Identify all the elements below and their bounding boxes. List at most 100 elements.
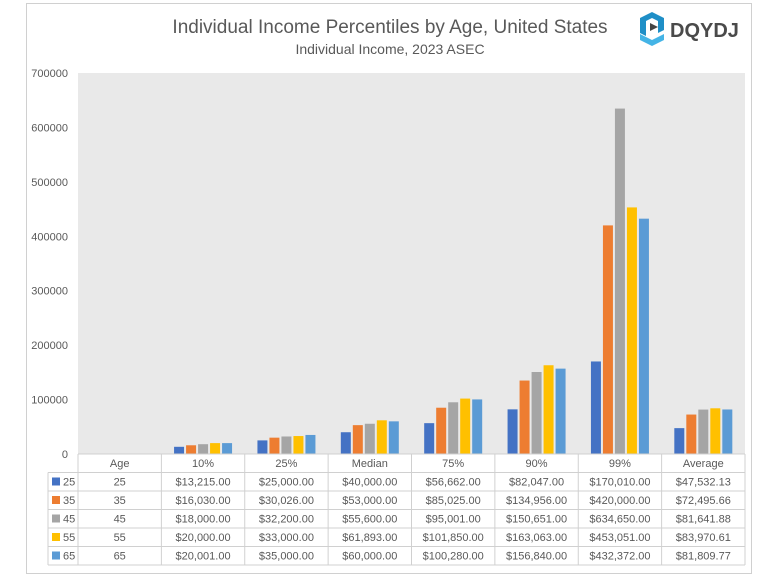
bar-45-Average (698, 409, 709, 454)
y-tick-label: 500000 (31, 177, 68, 189)
category-label: 10% (192, 458, 214, 470)
data-label: $40,000.00 (342, 477, 397, 489)
legend-label: 55 (63, 532, 75, 544)
bar-45-Median (364, 423, 375, 454)
bar-65-75% (472, 399, 483, 454)
bar-25-10% (174, 446, 185, 454)
data-label: $156,840.00 (506, 551, 567, 563)
bar-35-99% (602, 225, 613, 454)
bar-35-Median (352, 425, 363, 454)
data-label: $150,651.00 (506, 514, 567, 526)
bar-45-25% (281, 436, 292, 454)
data-label: $20,001.00 (176, 551, 231, 563)
data-label: $95,001.00 (426, 514, 481, 526)
data-label: $13,215.00 (176, 477, 231, 489)
chart-title: Individual Income Percentiles by Age, Un… (172, 17, 607, 38)
data-label: $16,030.00 (176, 495, 231, 507)
bar-55-99% (626, 207, 637, 454)
bar-35-25% (269, 437, 280, 454)
data-label: $18,000.00 (176, 514, 231, 526)
data-label: $82,047.00 (509, 477, 564, 489)
data-label: $81,809.77 (676, 551, 731, 563)
bar-45-75% (448, 402, 459, 454)
bar-65-99% (638, 218, 649, 454)
legend-label: 45 (63, 514, 75, 526)
bar-25-99% (590, 361, 601, 454)
legend-label: 65 (63, 551, 75, 563)
bar-55-90% (543, 365, 554, 454)
bar-45-90% (531, 372, 542, 454)
data-label: 35 (114, 495, 126, 507)
y-tick-label: 300000 (31, 286, 68, 298)
bar-55-Median (376, 420, 387, 454)
data-label: 25 (114, 477, 126, 489)
bar-65-Median (388, 421, 399, 454)
data-label: $56,662.00 (426, 477, 481, 489)
data-label: $101,850.00 (423, 532, 484, 544)
legend-key-55 (52, 533, 60, 541)
data-label: $163,063.00 (506, 532, 567, 544)
legend-key-65 (52, 551, 60, 560)
data-label: 45 (114, 514, 126, 526)
data-label: $32,200.00 (259, 514, 314, 526)
data-label: 55 (114, 532, 126, 544)
dqydj-logo: DQYDJ (640, 12, 739, 46)
y-tick-label: 400000 (31, 231, 68, 243)
bar-55-10% (210, 443, 221, 454)
bar-65-25% (305, 434, 316, 454)
bar-25-90% (507, 409, 518, 454)
legend-key-35 (52, 496, 60, 504)
bar-65-10% (222, 443, 233, 454)
bar-55-75% (460, 398, 471, 454)
data-label: $53,000.00 (342, 495, 397, 507)
data-label: $420,000.00 (589, 495, 650, 507)
category-label: 90% (526, 458, 548, 470)
bar-65-90% (555, 368, 566, 454)
bar-25-Median (340, 432, 351, 454)
data-label: $634,650.00 (589, 514, 650, 526)
bar-65-Average (722, 409, 733, 454)
bar-25-75% (424, 423, 435, 454)
bar-25-Average (674, 428, 685, 454)
data-label: $72,495.66 (676, 495, 731, 507)
data-label: $432,372.00 (589, 551, 650, 563)
y-tick-label: 0 (62, 449, 68, 461)
chart-frame (26, 3, 752, 574)
data-label: $33,000.00 (259, 532, 314, 544)
data-label: $100,280.00 (423, 551, 484, 563)
data-label: 65 (114, 551, 126, 563)
legend-label: 35 (63, 495, 75, 507)
data-label: $25,000.00 (259, 477, 314, 489)
category-label: Average (683, 458, 724, 470)
data-label: $81,641.88 (676, 514, 731, 526)
data-label: $170,010.00 (589, 477, 650, 489)
bar-25-25% (257, 440, 268, 454)
y-tick-label: 100000 (31, 395, 68, 407)
data-label: $30,026.00 (259, 495, 314, 507)
logo-text: DQYDJ (670, 20, 739, 42)
legend-key-25 (52, 477, 60, 486)
logo-icon (640, 12, 664, 46)
data-label: $60,000.00 (342, 551, 397, 563)
bar-35-75% (436, 407, 447, 454)
data-label: $55,600.00 (342, 514, 397, 526)
data-label: $134,956.00 (506, 495, 567, 507)
data-label: $85,025.00 (426, 495, 481, 507)
category-label: 99% (609, 458, 631, 470)
chart-subtitle: Individual Income, 2023 ASEC (295, 41, 484, 57)
data-label: $35,000.00 (259, 551, 314, 563)
data-label: $453,051.00 (589, 532, 650, 544)
category-label: 25% (275, 458, 297, 470)
data-label: $47,532.13 (676, 477, 731, 489)
data-label: $20,000.00 (176, 532, 231, 544)
category-label: Age (110, 458, 130, 470)
bar-35-10% (186, 445, 197, 454)
bar-55-Average (710, 408, 721, 454)
bar-35-Average (686, 414, 697, 454)
bar-35-90% (519, 380, 530, 454)
bar-55-25% (293, 436, 304, 454)
category-label: 75% (442, 458, 464, 470)
bar-45-99% (614, 108, 625, 455)
